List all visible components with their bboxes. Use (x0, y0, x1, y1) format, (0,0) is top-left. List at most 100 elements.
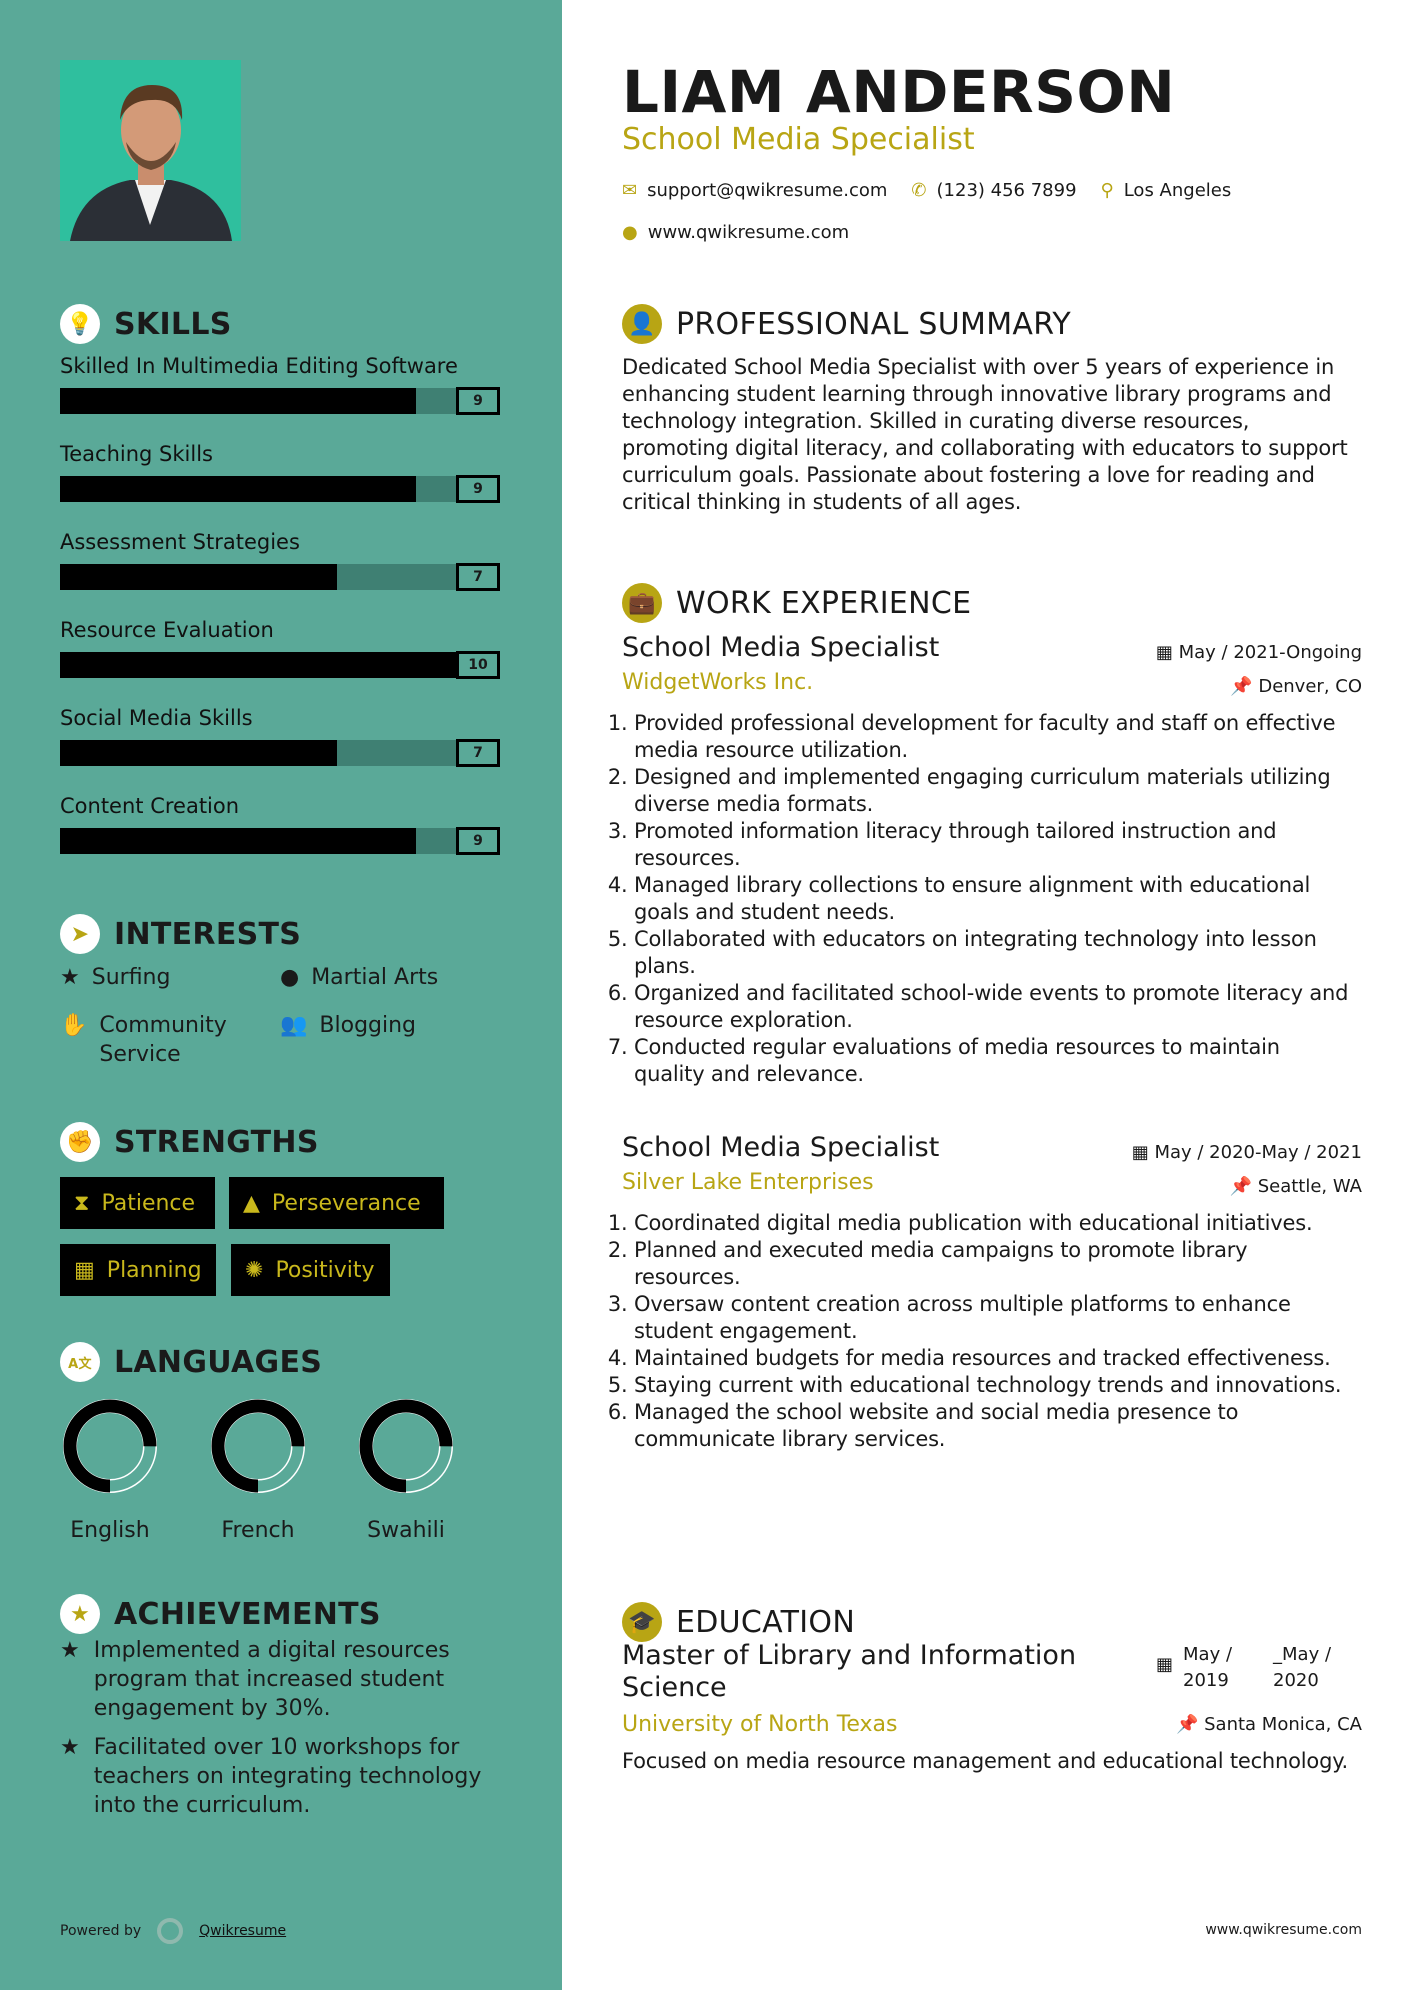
pin-icon: 📌 (1230, 676, 1259, 697)
strength-badge: ▦ Planning (60, 1244, 216, 1296)
skill-label: Content Creation (60, 794, 240, 818)
job-bullet: Managed library collections to ensure al… (634, 872, 1354, 926)
skill-label: Assessment Strategies (60, 530, 300, 554)
job-bullet: Organized and facilitated school-wide ev… (634, 980, 1354, 1034)
candidate-name: LIAM ANDERSON (622, 58, 1176, 126)
skill-bar-fill (60, 388, 417, 414)
profile-photo (60, 60, 241, 241)
phone[interactable]: (123) 456 7899 (936, 180, 1077, 201)
calendar-icon: ▦ (1155, 642, 1179, 663)
interest-item: 👥 Blogging (280, 1013, 417, 1038)
education-dates: ▦ May / 2019 _May / 2020 (1156, 1642, 1343, 1694)
phone-icon: ✆ (911, 180, 927, 201)
users-icon: 👥 (280, 1013, 308, 1038)
website[interactable]: www.qwikresume.com (647, 222, 850, 243)
hand-icon: ✋ (60, 1013, 88, 1038)
lightbulb-icon: 💡 (60, 304, 100, 344)
graduation-icon: 🎓 (622, 1602, 662, 1642)
skill-item: Skilled In Multimedia Editing Software 9 (60, 354, 500, 415)
skill-bar: 7 (60, 739, 500, 767)
skill-label: Resource Evaluation (60, 618, 274, 642)
school: University of North Texas (622, 1712, 898, 1737)
skills-heading: 💡 SKILLS (60, 304, 232, 344)
qwikresume-logo-icon (157, 1918, 184, 1944)
calendar-icon: ▦ (1131, 1142, 1155, 1163)
paper-plane-icon: ➤ (60, 914, 100, 954)
job-bullet: Designed and implemented engaging curric… (634, 764, 1354, 818)
globe-icon: ● (622, 222, 638, 243)
star-icon: ★ (60, 965, 80, 990)
language-level-arc (211, 1399, 305, 1493)
interests-heading: ➤ INTERESTS (60, 914, 301, 954)
fist-icon: ✊ (60, 1122, 100, 1162)
interest-item: ● Martial Arts (280, 965, 439, 990)
strengths-heading: ✊ STRENGTHS (60, 1122, 319, 1162)
pin-icon: 📌 (1229, 1176, 1258, 1197)
summary-heading: 👤 PROFESSIONAL SUMMARY (622, 304, 1362, 344)
skill-bar-fill (60, 740, 338, 766)
achievement-item: ★ Facilitated over 10 workshops for teach… (60, 1735, 482, 1818)
job-bullet: Oversaw content creation across multiple… (634, 1291, 1354, 1345)
education-location: 📌 Santa Monica, CA (1175, 1714, 1362, 1735)
job-bullet: Conducted regular evaluations of media r… (634, 1034, 1354, 1088)
skill-value: 7 (456, 739, 500, 767)
job-bullet: Provided professional development for fa… (634, 710, 1354, 764)
footer-website[interactable]: www.qwikresume.com (1205, 1922, 1362, 1938)
job-position: School Media Specialist (622, 632, 940, 663)
star-icon: ★ (60, 1638, 80, 1663)
job-title: School Media Specialist (622, 122, 975, 157)
strength-badge: ✺ Positivity (231, 1244, 390, 1296)
skill-label: Teaching Skills (60, 442, 213, 466)
company: Silver Lake Enterprises (622, 1170, 874, 1195)
website-row: ● www.qwikresume.com (622, 222, 1362, 243)
language-donut (359, 1399, 453, 1493)
skill-value: 10 (456, 651, 500, 679)
skill-label: Skilled In Multimedia Editing Software (60, 354, 458, 378)
qwikresume-link[interactable]: Qwikresume (199, 1923, 287, 1939)
star-icon: ★ (60, 1735, 80, 1760)
skill-bar-fill (60, 652, 456, 678)
job-bullet: Collaborated with educators on integrati… (634, 926, 1354, 980)
language-label: French (221, 1518, 295, 1543)
skill-bar-fill (60, 476, 417, 502)
job-dates: ▦ May / 2020-May / 2021 (1131, 1142, 1362, 1163)
language-item: Swahili (336, 1396, 476, 1543)
skill-value: 9 (456, 387, 500, 415)
job-bullet: Staying current with educational technol… (634, 1372, 1354, 1399)
briefcase-icon: 💼 (622, 583, 662, 623)
calendar-icon: ▦ (1156, 1654, 1174, 1675)
interest-item: ✋ Community Service (60, 1013, 227, 1067)
location: Los Angeles (1123, 180, 1232, 201)
user-icon: 👤 (622, 304, 662, 344)
skill-label: Social Media Skills (60, 706, 253, 730)
language-item: English (40, 1396, 180, 1543)
summary-text: Dedicated School Media Specialist with o… (622, 355, 1348, 514)
skill-item: Resource Evaluation 10 (60, 618, 500, 679)
skill-bar-fill (60, 564, 338, 590)
skill-value: 9 (456, 827, 500, 855)
job-location: 📌 Seattle, WA (1229, 1176, 1362, 1197)
email[interactable]: support@qwikresume.com (647, 180, 888, 201)
interest-item: ★ Surfing (60, 965, 171, 990)
job-bullet: Planned and executed media campaigns to … (634, 1237, 1354, 1291)
road-icon: ▲ (243, 1190, 260, 1216)
job-bullets: Coordinated digital media publication wi… (614, 1210, 1354, 1453)
achievement-item: ★ Implemented a digital resources program… (60, 1638, 450, 1721)
skill-value: 9 (456, 475, 500, 503)
sun-icon: ✺ (245, 1257, 264, 1283)
calendar-icon: ▦ (74, 1257, 95, 1283)
job-bullet: Managed the school website and social me… (634, 1399, 1354, 1453)
skill-bar: 9 (60, 387, 500, 415)
skill-value: 7 (456, 563, 500, 591)
star-icon: ★ (60, 1594, 100, 1634)
skill-bar: 9 (60, 475, 500, 503)
language-label: Swahili (367, 1518, 445, 1543)
job-bullets: Provided professional development for fa… (614, 710, 1354, 1088)
envelope-icon: ✉ (622, 180, 638, 201)
job-bullet: Coordinated digital media publication wi… (634, 1210, 1354, 1237)
job-bullet: Promoted information literacy through ta… (634, 818, 1354, 872)
education-description: Focused on media resource management and… (622, 1749, 1348, 1773)
map-pin-icon: ⚲ (1100, 180, 1114, 201)
job-location: 📌 Denver, CO (1230, 676, 1362, 697)
job-bullet: Maintained budgets for media resources a… (634, 1345, 1354, 1372)
